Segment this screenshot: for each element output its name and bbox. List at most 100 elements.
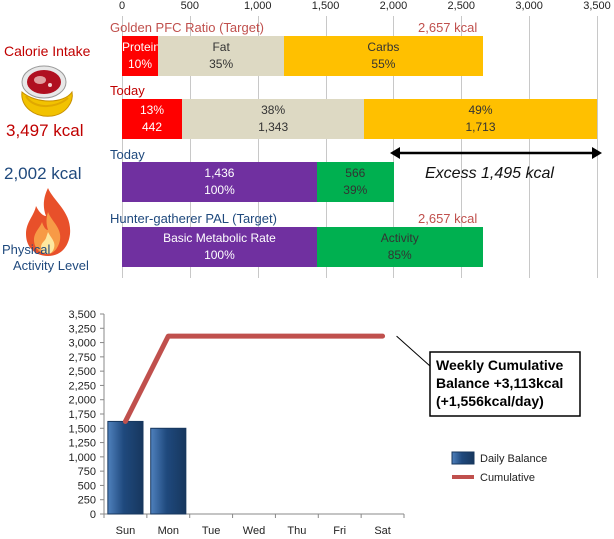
bar-segment-value: 100% [204,248,235,262]
legend-label-cumulative: Cumulative [480,472,535,484]
bar-segment-carbs: 49% 1,713 [364,99,597,139]
bar-segment-label: 13% [139,103,164,117]
legend-label-daily-balance: Daily Balance [480,453,547,465]
row-label-today-burn: Today [110,147,145,162]
y-tick-label: 250 [78,495,96,507]
top-gridline [257,16,259,278]
x-tick-label: Thu [287,525,306,537]
callout-line: Weekly Cumulative [436,357,564,373]
bar-segment-label: Activity [380,231,419,245]
y-tick-label: 2,000 [68,395,96,407]
callout-leader [396,335,431,367]
bar-segment-label: 566 [345,166,366,180]
top-bar-rows: Protein 10% Fat 35% Carbs 55% 13% 442 38% 1,343 49… [122,36,597,267]
top-axis-tick: 500 [180,0,200,12]
top-axis-tick: 2,500 [447,0,476,12]
y-tick-label: 1,000 [68,452,96,464]
x-tick-label: Mon [158,525,179,537]
bar-segment-value: 1,343 [258,120,289,134]
top-axis-tick: 3,500 [583,0,611,12]
bar-segment-value: 35% [209,57,234,71]
excess-arrow [390,147,602,159]
top-gridline [393,16,395,278]
burn-value: 2,002 kcal [4,164,82,183]
cumulative-line [122,333,386,424]
daily-balance-bar [107,420,144,515]
calorie-intake-label: Calorie Intake [4,43,91,59]
bar-segment-basic-metabolic-rate: Basic Metabolic Rate 100% [122,227,317,267]
daily-balance-bar [150,427,187,515]
top-axis-tick: 3,000 [515,0,543,12]
top-axis-tick: 1,000 [243,0,272,12]
bar-segment-label: 38% [261,103,286,117]
physical-label: Physical [2,242,51,257]
top-axis-tick: 2,000 [379,0,408,12]
y-tick-label: 500 [78,480,96,492]
bar-segment-value: 85% [387,248,412,262]
calorie-balance-bar-chart: 0 500 1,000 1,500 2,000 2,500 3,000 3,500 Prote… [0,0,614,278]
activity-level-label: Activity Level [13,258,89,273]
bar-segment-label: 1,436 [204,166,235,180]
row-total-hunter-gatherer: 2,657 kcal [418,211,478,226]
top-axis-tick: 0 [118,0,126,12]
top-gridlines [122,16,598,278]
callout-line: Balance +3,113kcal [436,375,563,391]
row-label-golden-pfc: Golden PFC Ratio (Target) [110,20,264,35]
y-tick-label: 3,250 [68,323,96,335]
bar-segment-basic-metabolic-rate: 1,436 100% [122,162,317,202]
top-gridline [189,16,191,278]
bar-segment-activity: 566 39% [316,162,394,202]
row-label-today-intake: Today [110,83,145,98]
left-panel: Calorie Intake 3,497 kcal 2,002 kcal Phy… [0,0,110,282]
callout-line: (+1,556kcal/day) [436,393,544,409]
x-tick-label: Wed [243,525,265,537]
bar-segment-value: 1,713 [465,120,496,134]
bar-segment-label: Carbs [367,40,400,54]
y-tick-label: 3,500 [68,309,96,321]
y-tick-label: 1,750 [68,409,96,421]
bar-segment-value: 10% [128,57,153,71]
y-tick-label: 2,500 [68,366,96,378]
bar-segment-fat: 38% 1,343 [181,99,365,139]
callout-box [429,351,581,417]
top-axis-tick: 1,500 [311,0,340,12]
bar-segment-activity: Activity 85% [316,227,483,267]
top-gridline [122,16,123,278]
bar-segment-value: 39% [343,183,368,197]
y-tick-label: 0 [90,509,96,521]
y-tick-label: 3,000 [68,338,96,350]
meat-and-banana-icon [21,65,73,117]
flame-icon [26,188,71,256]
excess-label: Excess 1,495 kcal [425,165,554,182]
bar-segment-protein: Protein 10% [122,36,161,76]
bar-segment-value: 442 [141,120,162,134]
legend-swatch-daily-balance [451,451,475,465]
bar-segment-fat: Fat 35% [158,36,285,76]
top-gridline [325,16,327,278]
bar-segment-carbs: Carbs 55% [284,36,483,76]
row-total-golden-pfc: 2,657 kcal [418,20,478,35]
x-tick-label: Sat [374,525,391,537]
row-label-hunter-gatherer: Hunter-gatherer PAL (Target) [110,211,277,226]
y-tick-label: 2,750 [68,352,96,364]
bar-segment-label: 49% [468,103,493,117]
x-tick-label: Sun [116,525,136,537]
bar-segment-value: 100% [204,183,235,197]
top-x-axis: 0 500 1,000 1,500 2,000 2,500 3,000 3,500 [0,0,614,16]
intake-value: 3,497 kcal [6,121,84,140]
bar-segment-label: Protein [122,40,161,54]
bar-segment-label: Basic Metabolic Rate [163,231,276,245]
x-tick-label: Tue [202,525,221,537]
y-tick-label: 1,250 [68,438,96,450]
bar-segment-value: 55% [371,57,396,71]
top-gridline [461,16,463,278]
y-tick-label: 2,250 [68,380,96,392]
bar-segment-label: Fat [212,40,230,54]
top-gridline [529,16,531,278]
y-tick-label: 750 [78,466,96,478]
weekly-balance-chart: 0 250 500 750 1,000 1,250 1,500 1,750 2,000 2,250… [68,309,581,537]
y-tick-label: 1,500 [68,423,96,435]
x-tick-label: Fri [333,525,346,537]
bar-segment-protein: 13% 442 [122,99,182,139]
top-gridline [597,16,598,278]
